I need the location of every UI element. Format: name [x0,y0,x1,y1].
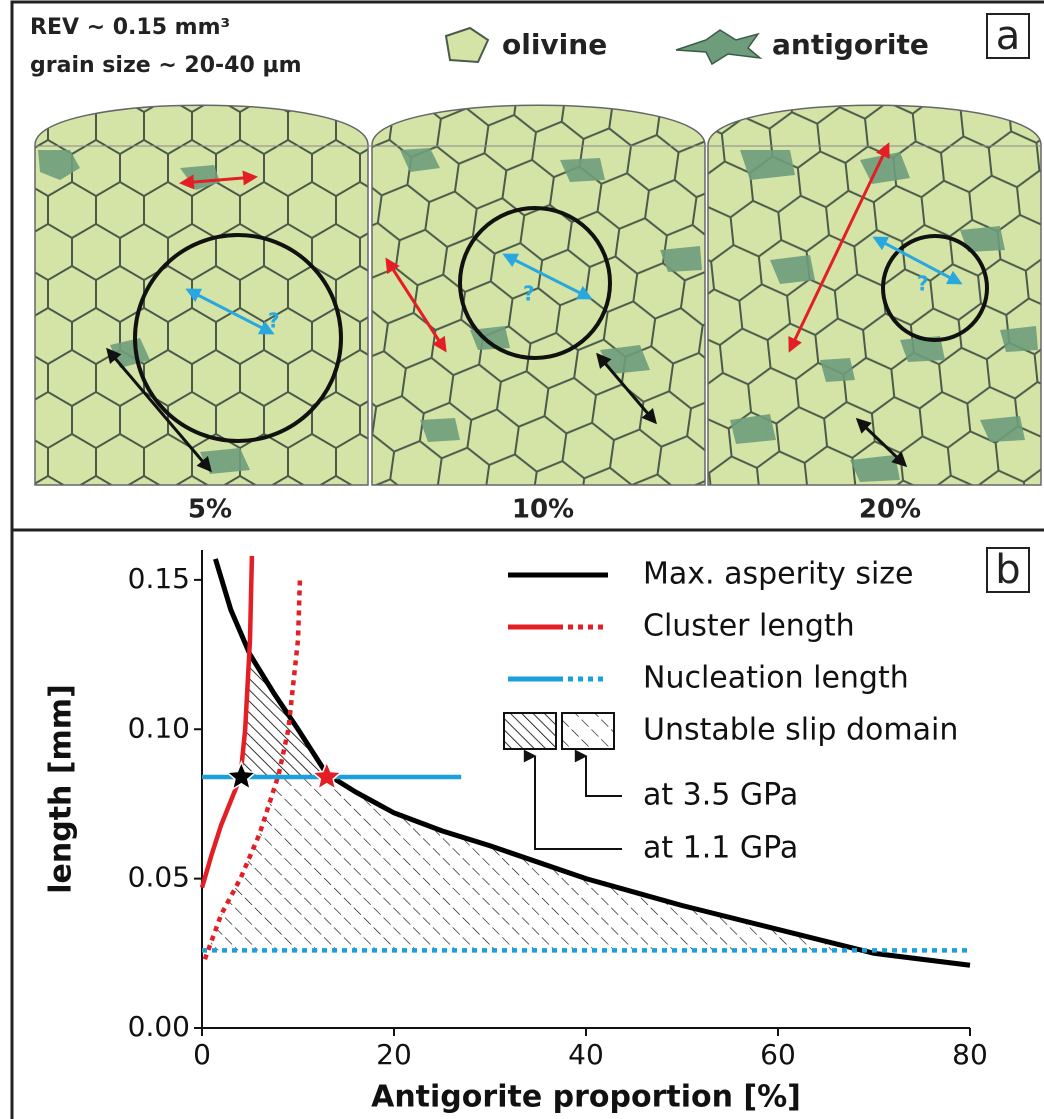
legend-label: antigorite [772,28,929,61]
legend-label: Nucleation length [643,661,909,696]
legend-label: Cluster length [643,609,855,644]
legend-swatch-hatch [562,713,614,749]
panel-label: b [995,547,1020,593]
rock-block [34,104,369,486]
x-tick-label: 20 [376,1038,412,1071]
y-tick-label: 0.10 [128,711,190,744]
y-tick-label: 0.05 [128,861,190,894]
plot: 0 20 40 60 80 0.00 0.05 0.10 0.15 Antigorite prop… [44,490,1010,1115]
header-line: REV ~ 0.15 mm³ [30,15,230,40]
antigorite-icon [675,29,763,66]
question-mark: ? [268,309,280,333]
legend-pointer [574,749,622,797]
rev-circle [458,206,612,360]
x-axis-title: Antigorite proportion [%] [371,1080,801,1115]
x-tick-label: 40 [568,1038,604,1071]
legend-label: Unstable slip domain [643,713,958,748]
arrows [106,142,963,473]
fraction-label: 10% [512,495,574,525]
star-marker [225,760,258,791]
legend-label: olivine [502,28,607,61]
legend-pointer [523,749,622,850]
legend-label: Max. asperity size [643,557,914,592]
star-marker [310,760,343,791]
x-tick-label: 60 [760,1038,796,1071]
frame [10,0,1044,1119]
question-mark: ? [917,272,929,296]
panel-label-box [986,547,1030,593]
series-line [213,558,971,968]
fraction-label: 20% [859,495,921,525]
y-axis-title: length [mm] [44,684,79,894]
x-tick-label: 0 [193,1038,211,1071]
series-line [202,579,303,961]
question-mark: ? [523,282,535,306]
panel-label: a [996,13,1021,59]
fraction-label: 5% [188,495,232,525]
rev-circle [133,233,343,443]
olivine-icon [444,26,490,64]
y-tick-label: 0.15 [128,562,190,595]
x-tick-label: 80 [952,1038,988,1071]
legend-swatch [503,712,557,750]
legend-note: at 3.5 GPa [643,778,798,813]
series-line [199,555,255,889]
panel-label-box [986,13,1030,59]
panel-a: REV ~ 0.15 mm³ grain size ~ 20-40 µm oli… [30,13,1042,525]
header-line: grain size ~ 20-40 µm [30,53,302,78]
y-tick-label: 0.00 [128,1010,190,1043]
legend-note: at 1.1 GPa [643,831,798,866]
